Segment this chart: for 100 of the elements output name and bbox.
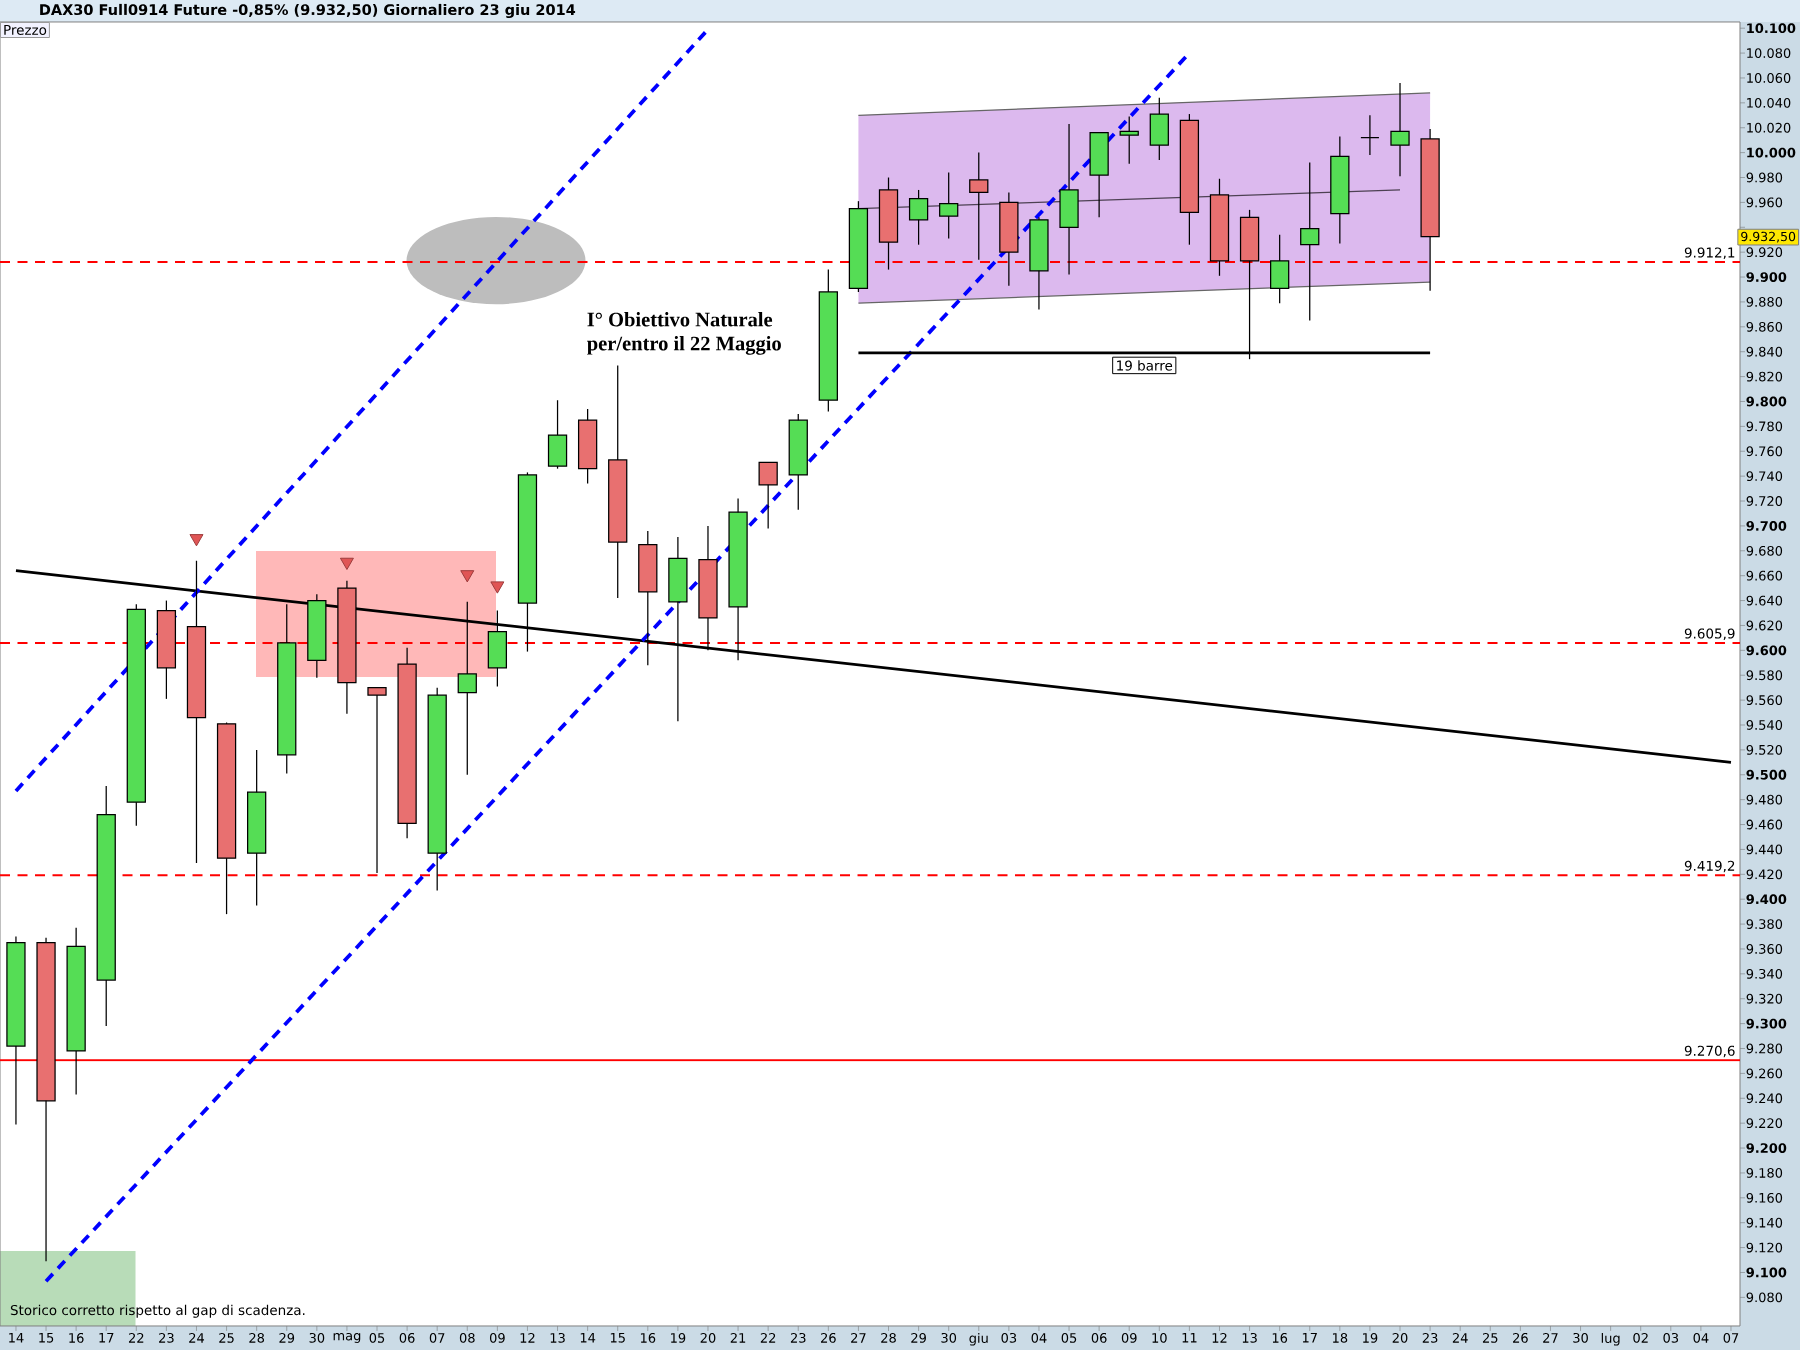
y-tick-label: 9.360 xyxy=(1746,944,1783,954)
annotation: Storico corretto rispetto al gap di scadenza. xyxy=(10,1304,305,1318)
y-tick-label: 9.380 xyxy=(1746,919,1783,930)
y-tick-label: 9.200 xyxy=(1746,1143,1787,1153)
y-tick-label: 9.640 xyxy=(1746,595,1783,606)
x-tick-label: 13 xyxy=(550,1332,565,1343)
x-tick-label: 11 xyxy=(1182,1332,1197,1343)
x-tick-label: 16 xyxy=(1272,1332,1288,1343)
x-tick-label: 26 xyxy=(1513,1332,1528,1343)
x-tick-label: 03 xyxy=(1001,1332,1017,1343)
y-tick-label: 9.780 xyxy=(1746,421,1783,432)
x-tick-label: 19 xyxy=(671,1332,686,1343)
y-tick-label: 9.120 xyxy=(1746,1242,1783,1253)
y-tick-label: 9.740 xyxy=(1746,471,1783,482)
x-tick-label: 27 xyxy=(851,1332,866,1343)
x-tick-label: 02 xyxy=(1633,1332,1648,1343)
y-tick-label: 9.820 xyxy=(1746,371,1783,382)
y-tick-label: 9.880 xyxy=(1746,297,1783,307)
y-tick-label: 9.140 xyxy=(1746,1217,1783,1228)
x-tick-label: 25 xyxy=(1482,1332,1498,1343)
x-tick-label: 23 xyxy=(1422,1332,1438,1343)
x-tick-label: 23 xyxy=(159,1332,174,1343)
x-tick-label: 05 xyxy=(1061,1332,1077,1343)
y-tick-label: 9.980 xyxy=(1746,172,1783,183)
ref-line-label: 9.912,1 xyxy=(1684,247,1735,259)
x-tick-label: 14 xyxy=(580,1332,596,1343)
x-tick-label: 16 xyxy=(640,1332,656,1343)
x-tick-label: 30 xyxy=(941,1332,957,1343)
x-tick-label: 16 xyxy=(69,1332,84,1343)
y-tick-label: 10.040 xyxy=(1747,97,1791,108)
point xyxy=(339,557,354,570)
y-tick-label: 9.720 xyxy=(1746,496,1783,506)
ref-line-label: 9.605,9 xyxy=(1684,628,1735,640)
y-tick-label: 9.700 xyxy=(1746,521,1787,531)
y-tick-label: 9.080 xyxy=(1746,1292,1783,1303)
x-tick-label: 29 xyxy=(911,1332,926,1343)
y-tick-label: 9.240 xyxy=(1746,1093,1783,1104)
x-tick-label: 08 xyxy=(459,1332,475,1343)
y-tick-label: 9.580 xyxy=(1746,670,1783,681)
y-tick-label: 9.100 xyxy=(1746,1267,1787,1278)
ref-line-label: 9.270,6 xyxy=(1684,1045,1735,1058)
x-tick-label: 09 xyxy=(1121,1332,1137,1343)
y-tick-label: 9.660 xyxy=(1746,570,1783,581)
x-tick-label: 12 xyxy=(1212,1332,1227,1343)
x-tick-label: 04 xyxy=(1031,1332,1047,1343)
x-tick-label: 17 xyxy=(99,1332,114,1343)
annotation: I° Obiettivo Naturale xyxy=(587,312,773,327)
x-tick-label: 22 xyxy=(128,1332,144,1343)
candlestick xyxy=(1119,115,1139,165)
y-tick-label: 9.900 xyxy=(1746,272,1787,282)
candlestick xyxy=(939,171,959,240)
candlestick xyxy=(758,461,778,530)
y-tick-label: 10.020 xyxy=(1747,122,1791,133)
x-tick-label: 19 xyxy=(1363,1332,1378,1343)
x-tick-label: 17 xyxy=(1302,1332,1317,1343)
y-tick-label: 9.300 xyxy=(1746,1018,1787,1029)
x-tick-label: 09 xyxy=(489,1332,505,1343)
ref-line-label: 9.419,2 xyxy=(1684,860,1735,873)
y-tick-label: 9.760 xyxy=(1746,446,1783,457)
y-tick-label: 10.100 xyxy=(1747,23,1796,34)
y-tick-label: 9.460 xyxy=(1746,819,1783,830)
x-tick-label: 15 xyxy=(39,1332,54,1343)
x-tick-label: 15 xyxy=(610,1332,625,1343)
x-tick-label: 18 xyxy=(1332,1332,1348,1343)
x-tick-label: 12 xyxy=(520,1332,535,1343)
series-label: 19 barre xyxy=(1117,360,1173,371)
x-tick-label: 07 xyxy=(1723,1332,1739,1343)
x-tick-label: 21 xyxy=(730,1332,746,1343)
x-tick-label: 30 xyxy=(309,1332,325,1343)
x-tick-label: 24 xyxy=(189,1332,205,1343)
annotation: per/entro il 22 Maggio xyxy=(587,335,781,355)
y-tick-label: 9.160 xyxy=(1746,1192,1783,1203)
x-tick-label: 04 xyxy=(1693,1332,1709,1343)
y-tick-label: 9.800 xyxy=(1746,396,1787,407)
candlestick xyxy=(1360,114,1380,156)
x-tick-label: 07 xyxy=(429,1332,445,1343)
y-tick-label: 9.920 xyxy=(1746,247,1783,258)
x-tick-label: 26 xyxy=(821,1332,836,1343)
point xyxy=(460,570,475,583)
x-tick-label: 28 xyxy=(249,1332,265,1343)
y-tick-label: 10.080 xyxy=(1747,48,1791,59)
y-tick-label: 9.860 xyxy=(1746,321,1783,332)
x-tick-label: giu xyxy=(969,1332,988,1346)
x-tick-label: 14 xyxy=(9,1332,24,1343)
y-axis-title: Prezzo xyxy=(4,24,47,36)
x-tick-label: 13 xyxy=(1242,1332,1257,1343)
y-tick-label: 9.220 xyxy=(1746,1118,1783,1129)
text: 9.932,50 xyxy=(1741,231,1796,243)
y-tick-label: 9.480 xyxy=(1746,794,1783,805)
x-tick-label: 05 xyxy=(369,1332,385,1343)
y-tick-label: 10.060 xyxy=(1747,73,1791,83)
x-tick-label: 25 xyxy=(219,1332,234,1343)
x-tick-label: 28 xyxy=(881,1332,896,1343)
x-tick-label: 23 xyxy=(790,1332,806,1343)
y-tick-label: 9.340 xyxy=(1746,968,1783,979)
y-tick-label: 9.540 xyxy=(1746,720,1783,730)
x-tick-label: 20 xyxy=(1392,1332,1408,1343)
candlestick xyxy=(969,151,989,261)
x-tick-label: 03 xyxy=(1663,1332,1679,1343)
y-tick-label: 10.000 xyxy=(1747,147,1796,158)
